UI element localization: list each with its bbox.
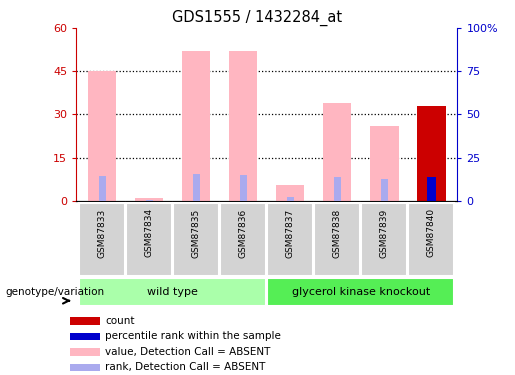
Bar <box>276 185 304 201</box>
Bar <box>135 198 163 201</box>
Bar <box>193 174 200 201</box>
Text: GSM87839: GSM87839 <box>380 209 389 258</box>
Bar <box>220 202 266 276</box>
Bar <box>98 177 106 201</box>
Bar <box>362 202 407 276</box>
Text: count: count <box>105 316 134 326</box>
Bar <box>79 202 125 276</box>
Text: GSM87836: GSM87836 <box>239 209 248 258</box>
Bar <box>323 103 351 201</box>
Bar <box>427 177 436 201</box>
Bar <box>70 333 99 340</box>
Bar <box>146 200 152 201</box>
Text: GSM87834: GSM87834 <box>145 209 153 258</box>
Bar <box>126 202 172 276</box>
Text: value, Detection Call = ABSENT: value, Detection Call = ABSENT <box>105 347 270 357</box>
Text: GSM87837: GSM87837 <box>286 209 295 258</box>
Bar <box>381 179 388 201</box>
Bar <box>88 71 116 201</box>
Text: genotype/variation: genotype/variation <box>5 287 104 297</box>
Bar <box>173 202 219 276</box>
Bar <box>239 175 247 201</box>
Text: glycerol kinase knockout: glycerol kinase knockout <box>291 286 430 297</box>
Bar <box>182 51 210 201</box>
Text: wild type: wild type <box>147 286 198 297</box>
Bar <box>79 278 266 306</box>
Text: GSM87833: GSM87833 <box>98 209 107 258</box>
Text: GSM87840: GSM87840 <box>427 209 436 258</box>
Text: GSM87835: GSM87835 <box>192 209 201 258</box>
Bar <box>408 202 455 276</box>
Bar <box>70 348 99 355</box>
Bar <box>334 177 341 201</box>
Bar <box>267 278 455 306</box>
Bar <box>70 317 99 325</box>
Bar <box>314 202 360 276</box>
Text: percentile rank within the sample: percentile rank within the sample <box>105 332 281 341</box>
Text: rank, Detection Call = ABSENT: rank, Detection Call = ABSENT <box>105 362 265 372</box>
Bar <box>267 202 313 276</box>
Bar <box>229 51 258 201</box>
Bar <box>370 126 399 201</box>
Bar <box>287 197 294 201</box>
Text: GSM87838: GSM87838 <box>333 209 342 258</box>
Bar <box>70 363 99 371</box>
Text: GDS1555 / 1432284_at: GDS1555 / 1432284_at <box>173 9 342 26</box>
Bar <box>417 106 445 201</box>
